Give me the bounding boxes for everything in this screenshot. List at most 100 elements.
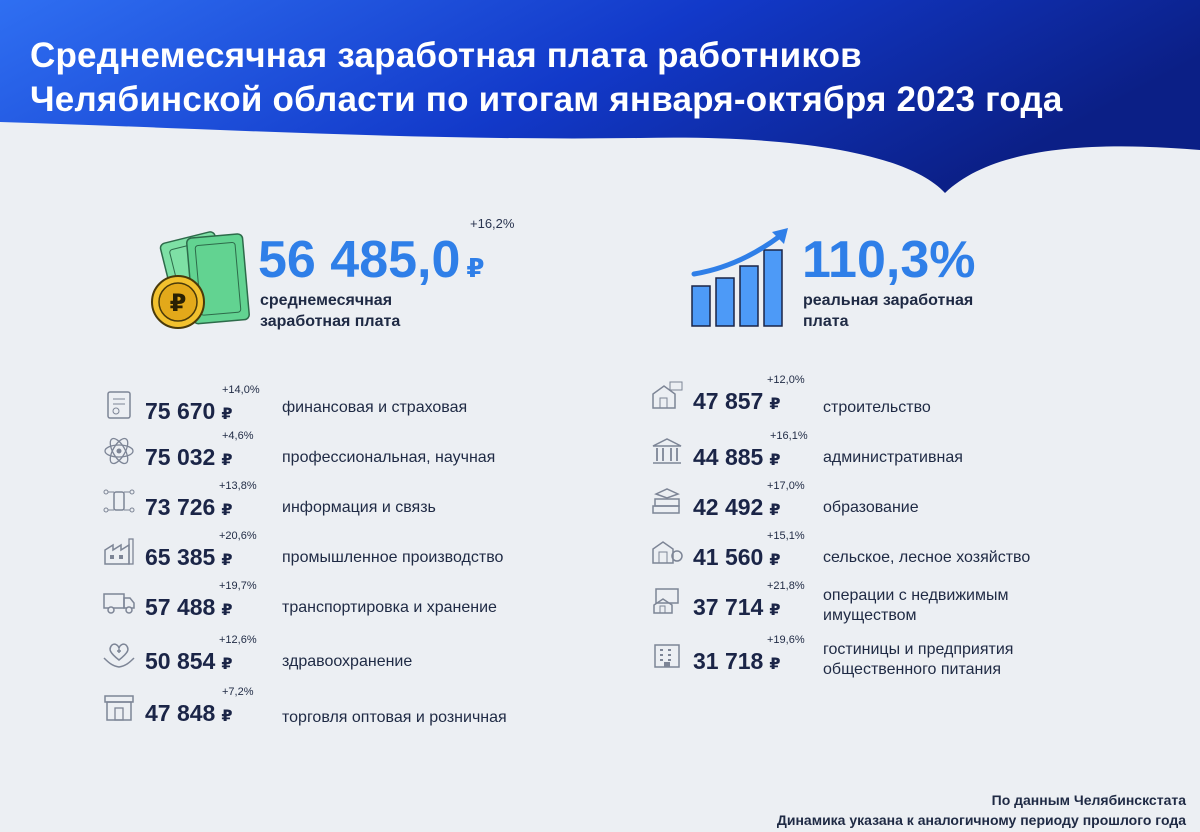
real-salary-label-line2: плата	[803, 313, 849, 330]
sector-amount: 42 492	[693, 494, 764, 520]
currency-symbol: ₽	[769, 502, 781, 519]
sector-value: 65 385 ₽	[145, 544, 233, 571]
sector-amount: 31 718	[693, 648, 764, 674]
sector-row-administrative: +16,1% 44 885 ₽ административная	[650, 430, 1130, 474]
books-icon	[652, 488, 680, 514]
currency-symbol: ₽	[466, 253, 485, 283]
real-salary-label-line1: реальная заработная	[803, 292, 974, 309]
sector-growth: +19,7%	[219, 580, 257, 592]
sector-growth: +7,2%	[222, 686, 254, 698]
currency-symbol: ₽	[769, 452, 781, 469]
sector-label: сельское, лесное хозяйство	[823, 548, 1030, 568]
page-title: Среднемесячная заработная плата работник…	[30, 34, 1180, 122]
currency-symbol: ₽	[221, 708, 233, 725]
sector-label-line1: операции с недвижимым	[823, 587, 1009, 604]
sector-value: 50 854 ₽	[145, 648, 233, 675]
sector-amount: 57 488	[145, 594, 216, 620]
sector-row-health: +12,6% 50 854 ₽ здравоохранение	[102, 634, 582, 678]
sector-value: 75 670 ₽	[145, 398, 233, 425]
sector-row-agriculture: +15,1% 41 560 ₽ сельское, лесное хозяйств…	[650, 530, 1130, 574]
government-building-icon	[652, 438, 682, 464]
sector-value: 57 488 ₽	[145, 594, 233, 621]
average-salary-label-line1: среднемесячная	[260, 292, 393, 309]
sector-value: 42 492 ₽	[693, 494, 781, 521]
sector-value: 73 726 ₽	[145, 494, 233, 521]
sector-label: информация и связь	[282, 499, 436, 516]
sector-label-line1: строительство	[823, 399, 931, 416]
sector-growth: +15,1%	[767, 530, 805, 542]
sector-growth: +20,6%	[219, 530, 257, 542]
sector-row-real-estate: +21,8% 37 714 ₽ операции с недвижимым имущ…	[650, 580, 1130, 624]
footer-source: По данным Челябинскстата	[991, 792, 1186, 808]
phone-network-icon	[103, 489, 135, 513]
truck-icon	[103, 593, 135, 614]
sector-value: 31 718 ₽	[693, 648, 781, 675]
sector-value: 47 857 ₽	[693, 388, 781, 415]
sector-value: 44 885 ₽	[693, 444, 781, 471]
currency-symbol: ₽	[221, 656, 233, 673]
real-estate-icon	[653, 588, 679, 614]
sector-label: образование	[823, 498, 919, 518]
sector-value: 41 560 ₽	[693, 544, 781, 571]
currency-symbol: ₽	[221, 502, 233, 519]
sector-growth: +14,0%	[222, 384, 260, 396]
sector-growth: +17,0%	[767, 480, 805, 492]
sector-amount: 65 385	[145, 544, 216, 570]
sector-label-line1: административная	[823, 449, 963, 466]
average-salary-growth: +16,2%	[470, 216, 515, 231]
sector-amount: 44 885	[693, 444, 764, 470]
sector-growth: +19,6%	[767, 634, 805, 646]
currency-symbol: ₽	[221, 552, 233, 569]
sector-label: административная	[823, 448, 963, 468]
sector-value: 47 848 ₽	[145, 700, 233, 727]
average-salary-amount: 56 485,0	[258, 231, 461, 289]
sector-row-finance: +14,0% 75 670 ₽ финансовая и страховая	[102, 384, 582, 428]
sector-row-industry: +20,6% 65 385 ₽ промышленное производство	[102, 530, 582, 574]
sector-label: финансовая и страховая	[282, 399, 468, 416]
sector-label-line1: сельское, лесное хозяйство	[823, 549, 1031, 566]
svg-text:₽: ₽	[170, 289, 187, 317]
sector-value: 75 032 ₽	[145, 444, 233, 471]
sector-amount: 47 848	[145, 700, 216, 726]
sector-row-transport: +19,7% 57 488 ₽ транспортировка и хранени…	[102, 580, 582, 624]
average-salary-value: 56 485,0 ₽	[258, 232, 485, 296]
sector-growth: +4,6%	[222, 430, 254, 442]
sector-row-construction: +12,0% 47 857 ₽ строительство	[650, 374, 1130, 418]
sector-label-line2: имуществом	[823, 607, 917, 624]
sector-label: торговля оптовая и розничная	[282, 709, 507, 726]
currency-symbol: ₽	[769, 656, 781, 673]
average-salary-label: среднемесячная заработная плата	[260, 290, 500, 332]
sector-amount: 41 560	[693, 544, 764, 570]
sector-amount: 73 726	[145, 494, 216, 520]
sector-label: здравоохранение	[282, 653, 413, 670]
footer-dynamics-note: Динамика указана к аналогичному периоду …	[776, 812, 1186, 828]
money-coin-icon: ₽	[151, 231, 250, 329]
title-line-2: Челябинской области по итогам января-окт…	[30, 80, 1063, 119]
sector-amount: 75 032	[145, 444, 216, 470]
sector-growth: +21,8%	[767, 580, 805, 592]
sector-row-science: +4,6% 75 032 ₽ профессиональная, научная	[102, 430, 582, 474]
currency-symbol: ₽	[769, 396, 781, 413]
sector-label: гостиницы и предприятия общественного пит…	[823, 640, 1013, 680]
real-salary-value: 110,3%	[802, 231, 976, 289]
sector-label-line2: общественного питания	[823, 661, 1001, 678]
real-salary-label: реальная заработная плата	[803, 290, 1043, 332]
sector-value: 37 714 ₽	[693, 594, 781, 621]
footer-note: По данным Челябинскстата Динамика указан…	[777, 790, 1186, 830]
currency-symbol: ₽	[769, 602, 781, 619]
sector-label: профессиональная, научная	[282, 449, 496, 466]
sector-label-line1: гостиницы и предприятия	[823, 641, 1014, 658]
title-line-1: Среднемесячная заработная плата работник…	[30, 36, 862, 75]
sector-label: операции с недвижимым имуществом	[823, 586, 1008, 626]
currency-symbol: ₽	[221, 406, 233, 423]
health-hands-icon	[103, 643, 135, 668]
document-icon	[107, 391, 131, 419]
sector-label-line1: образование	[823, 499, 919, 516]
currency-symbol: ₽	[221, 602, 233, 619]
header-banner	[0, 0, 1200, 193]
average-salary-label-line2: заработная плата	[260, 313, 401, 330]
sector-growth: +13,8%	[219, 480, 257, 492]
farm-icon	[652, 541, 683, 564]
sector-row-it: +13,8% 73 726 ₽ информация и связь	[102, 480, 582, 524]
sector-label: транспортировка и хранение	[282, 599, 497, 616]
